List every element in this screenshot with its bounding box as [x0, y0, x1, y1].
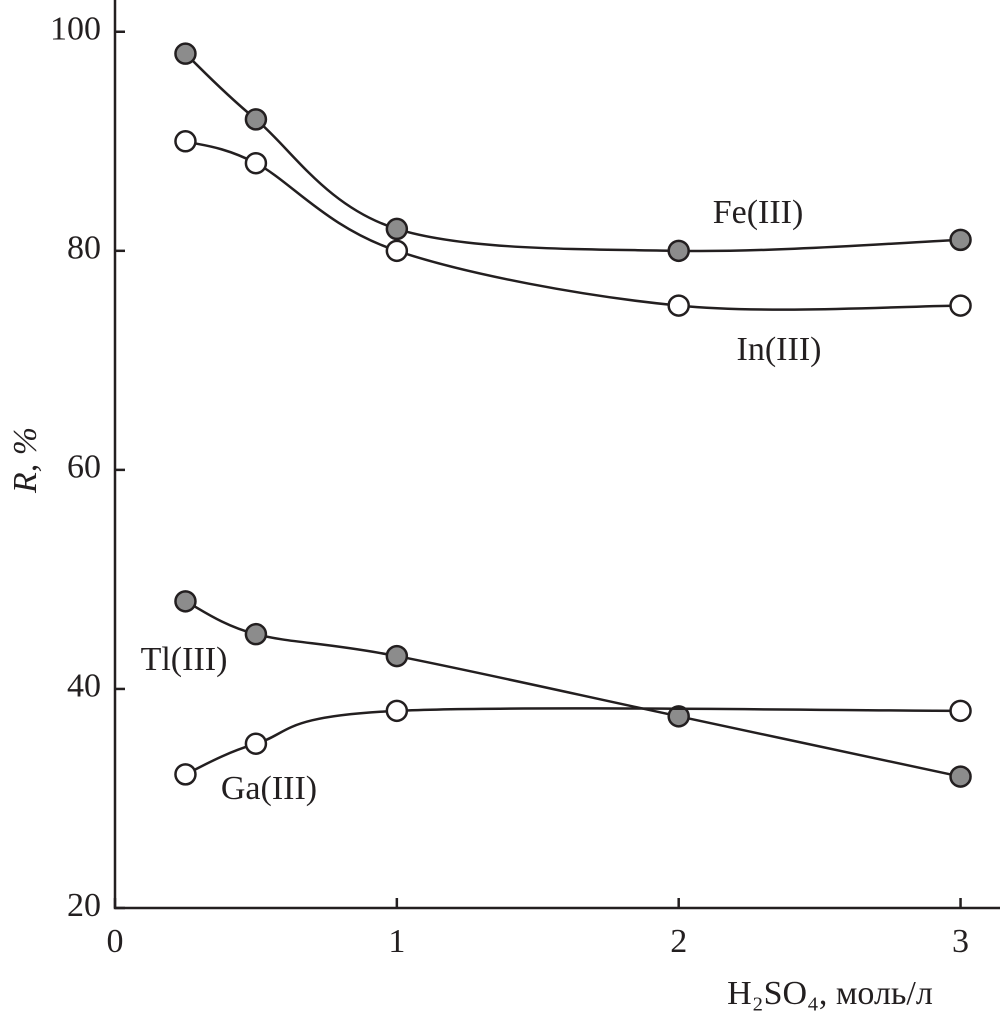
y-tick-label: 80: [67, 230, 101, 267]
x-tick-label: 0: [107, 923, 124, 960]
data-point: [949, 765, 972, 788]
x-axis-label: H₂SO₄, моль/л: [727, 975, 933, 1012]
data-point: [385, 699, 409, 723]
data-point: [174, 130, 197, 153]
series-label: In(III): [737, 331, 822, 368]
y-tick-label: 20: [67, 887, 101, 924]
data-point: [174, 590, 197, 613]
x-tick-label: 2: [670, 923, 687, 960]
data-point: [174, 42, 197, 65]
series-line: [184, 707, 961, 776]
y-axis-label: R, %: [7, 427, 44, 494]
x-tick-label: 3: [952, 923, 969, 960]
series-line: [184, 600, 961, 778]
data-point: [244, 732, 268, 755]
data-point: [667, 239, 690, 263]
data-point: [667, 294, 690, 317]
x-tick-label: 1: [388, 923, 405, 960]
data-point: [385, 217, 409, 241]
data-point: [949, 228, 972, 252]
data-point: [949, 699, 972, 723]
series-label: Fe(III): [713, 194, 804, 231]
data-point: [949, 294, 972, 317]
series-label: Tl(III): [141, 641, 228, 678]
data-point: [244, 622, 268, 646]
series-label: Ga(III): [221, 770, 317, 807]
data-point: [244, 151, 268, 175]
y-tick-label: 60: [67, 449, 101, 486]
data-point: [385, 239, 409, 263]
data-point: [174, 763, 197, 786]
y-tick-label: 40: [67, 668, 101, 705]
data-point: [244, 108, 268, 131]
data-point: [385, 644, 409, 668]
series-line: [184, 52, 961, 253]
y-tick-label: 100: [50, 11, 101, 48]
data-point: [667, 705, 690, 728]
